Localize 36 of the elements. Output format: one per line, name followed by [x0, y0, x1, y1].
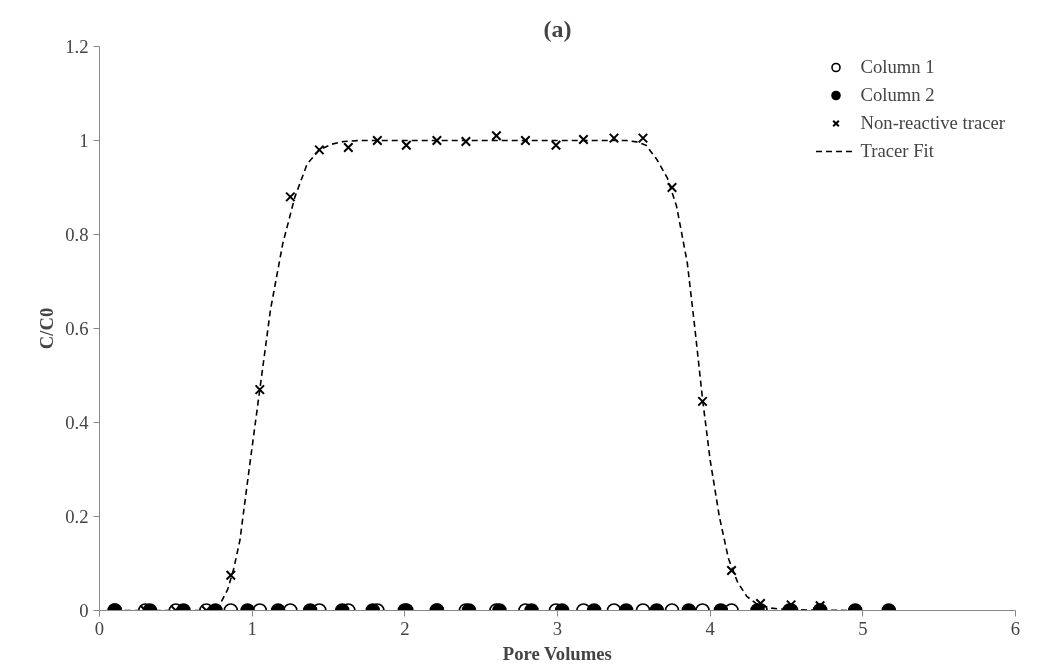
point	[578, 134, 589, 145]
y-tick-label: 0.4	[65, 412, 90, 433]
point	[550, 139, 562, 151]
point	[343, 142, 354, 153]
x-tick-label: 3	[552, 617, 563, 639]
y-tick-label: 0.2	[65, 506, 89, 527]
point	[254, 384, 266, 395]
point	[637, 132, 649, 144]
x-tick-label: 4	[705, 617, 716, 639]
y-tick-label: 1	[79, 130, 89, 151]
point	[460, 136, 472, 147]
legend-label: Column 2	[860, 84, 935, 106]
point	[285, 191, 296, 203]
chart-title: (a)	[543, 15, 572, 42]
point	[401, 139, 412, 151]
point	[314, 144, 325, 156]
legend-label: Column 1	[860, 56, 935, 78]
x-tick-label: 1	[247, 617, 257, 639]
legend-label: Non-reactive tracer	[860, 112, 1005, 134]
point	[666, 182, 678, 193]
y-axis-title: C/C0	[36, 307, 58, 350]
x-tick-label: 2	[400, 617, 410, 639]
y-tick-label: 1.2	[65, 36, 89, 57]
y-tick-label: 0	[79, 600, 89, 621]
point	[608, 132, 620, 144]
legend-label: Tracer Fit	[860, 140, 934, 162]
y-tick-label: 0.6	[65, 318, 89, 339]
point	[520, 135, 531, 146]
x-tick-label: 0	[94, 617, 105, 639]
point	[491, 130, 502, 142]
x-axis-title: Pore Volumes	[502, 642, 612, 664]
y-tick-label: 0.8	[65, 224, 89, 245]
point	[431, 135, 443, 146]
x-tick-label: 6	[1010, 617, 1021, 639]
x-tick-label: 5	[858, 617, 868, 639]
point	[372, 135, 383, 146]
